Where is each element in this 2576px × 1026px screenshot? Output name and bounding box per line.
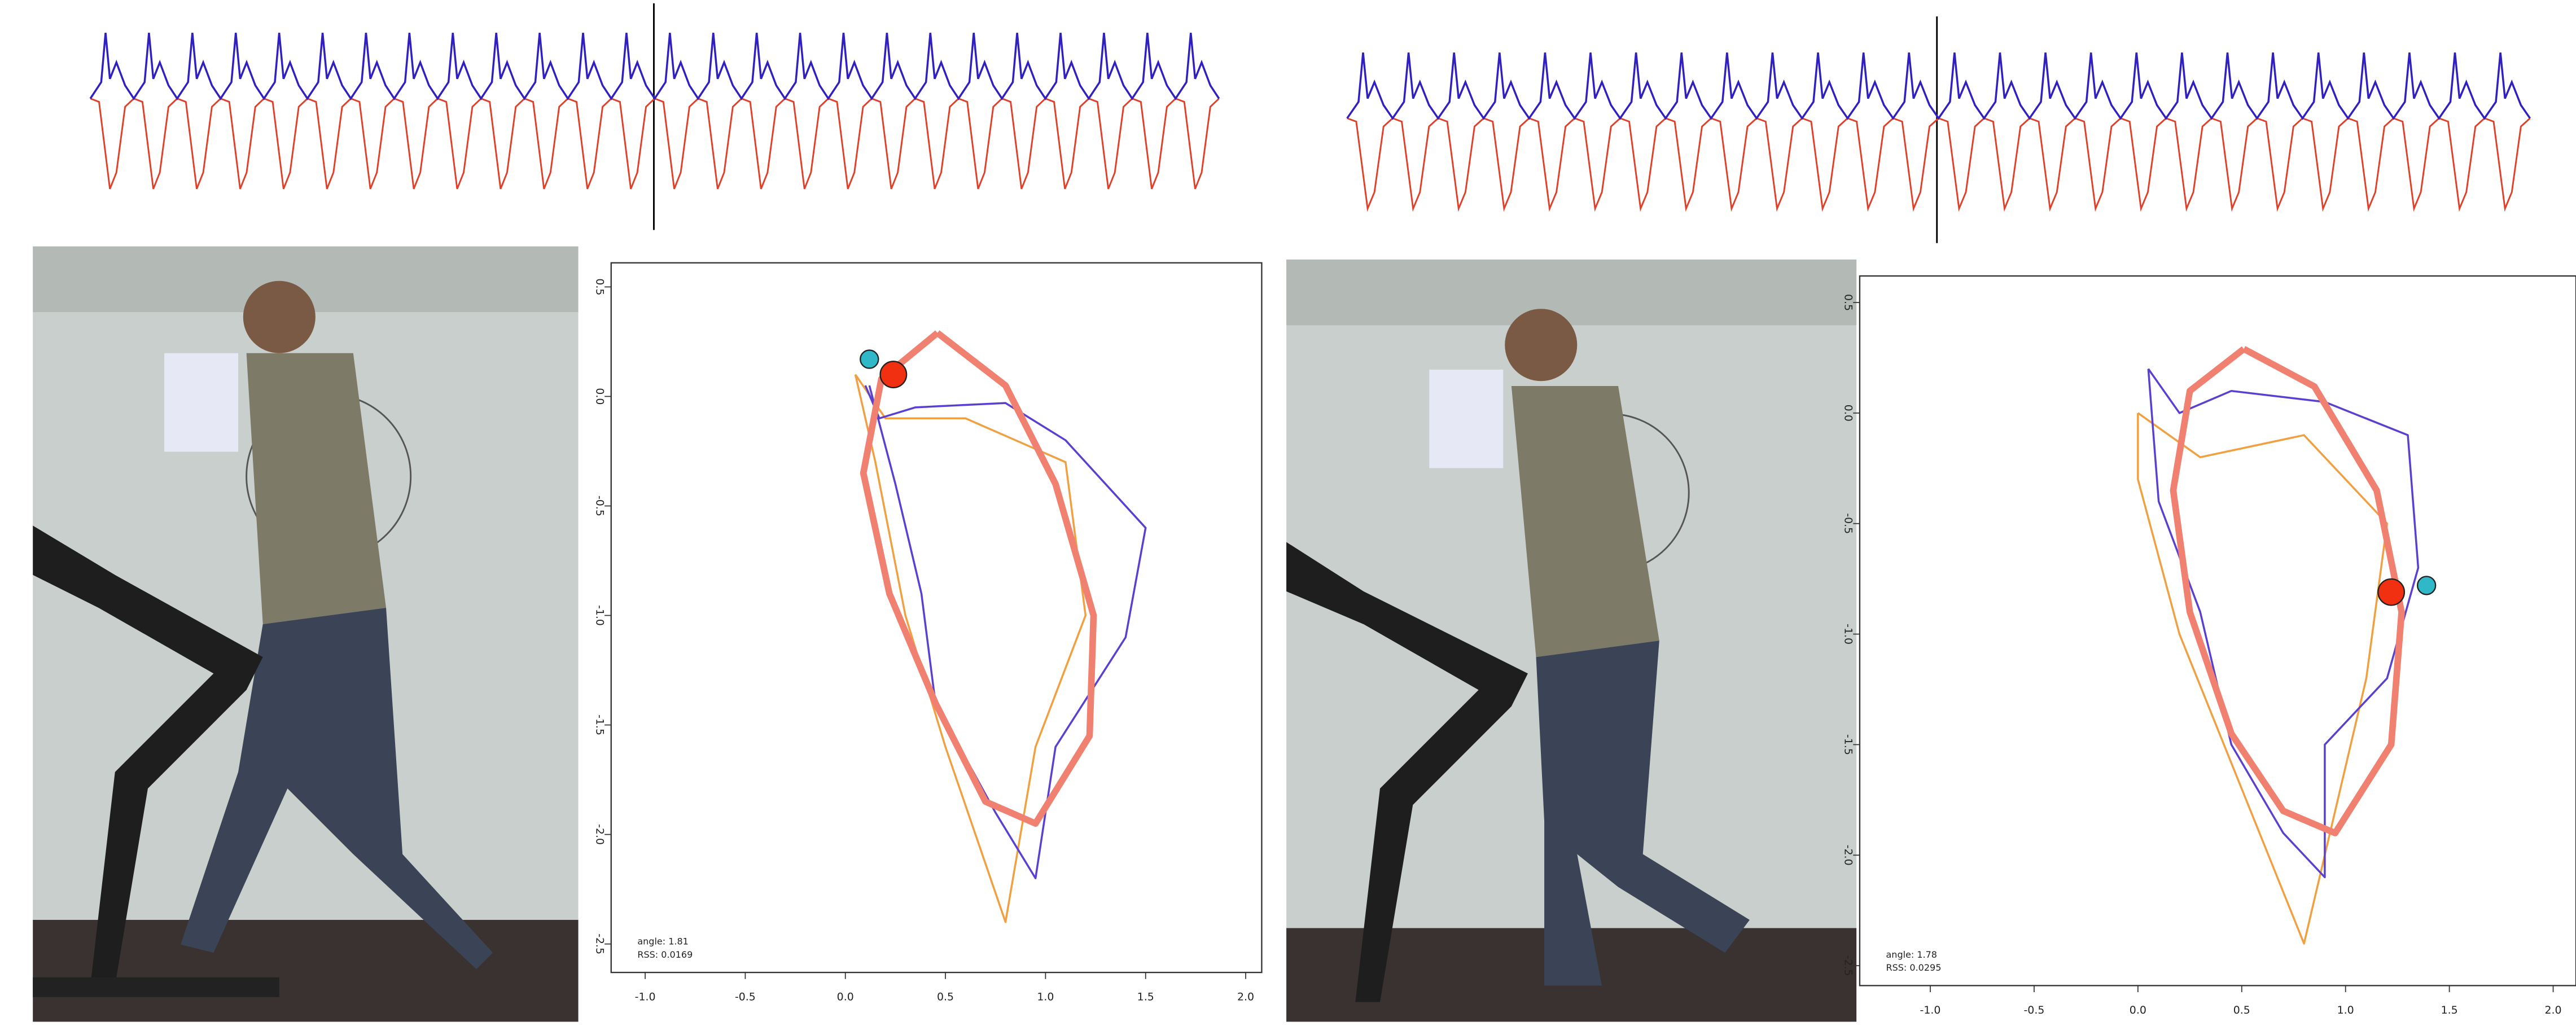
video-frame — [33, 247, 578, 1022]
y-tick-label: -1.5 — [1842, 734, 1855, 755]
y-tick-label: 0.5 — [594, 278, 606, 295]
y-tick-label: -2.5 — [594, 933, 606, 954]
y-tick-label: 0.5 — [1842, 294, 1855, 311]
x-tick-label: 2.0 — [2544, 1004, 2561, 1016]
signal-trace — [1347, 52, 2530, 118]
y-tick-label: 0.0 — [594, 388, 606, 405]
marker — [2417, 576, 2435, 594]
annotation: RSS: 0.0295 — [1886, 962, 1942, 973]
y-tick-label: -1.0 — [1842, 624, 1855, 644]
x-tick-label: -1.0 — [635, 991, 656, 1003]
y-tick-label: -0.5 — [594, 496, 606, 516]
y-tick-label: -1.0 — [594, 605, 606, 626]
x-tick-label: 1.5 — [2441, 1004, 2458, 1016]
x-tick-label: 2.0 — [1237, 991, 1254, 1003]
x-tick-label: -0.5 — [2023, 1004, 2044, 1016]
plot-frame — [611, 263, 1262, 972]
phase-plot: -1.0 -0.5 0.0 0.5 1.0 1.5 2.0 0.5 0.0 -0.5 -1.0 -1.… — [1842, 276, 2576, 1016]
x-tick-label: 1.0 — [2337, 1004, 2354, 1016]
plot-frame — [1860, 276, 2576, 985]
y-tick-label: -2.0 — [594, 824, 606, 845]
x-tick-label: 0.0 — [2130, 1004, 2146, 1016]
y-tick-label: -1.5 — [594, 714, 606, 735]
annotation: angle: 1.78 — [1886, 949, 1938, 960]
x-tick-label: 0.5 — [937, 991, 954, 1003]
x-tick-label: 0.0 — [837, 991, 854, 1003]
annotation: angle: 1.81 — [637, 936, 689, 947]
screen: -1.0 -0.5 0.0 0.5 1.0 1.5 2.0 0.5 0.0 -0.5 -1.0 -1.… — [0, 0, 2576, 1026]
y-tick-label: -0.5 — [1842, 513, 1855, 534]
signal-traces — [90, 3, 2530, 243]
x-tick-label: 1.0 — [1037, 991, 1054, 1003]
marker — [860, 350, 878, 368]
signal-trace — [1347, 119, 2530, 209]
annotation: RSS: 0.0169 — [637, 949, 693, 960]
x-tick-label: -1.0 — [1920, 1004, 1941, 1016]
x-tick-label: 1.5 — [1137, 991, 1154, 1003]
marker — [880, 361, 907, 388]
y-tick-label: -2.0 — [1842, 845, 1855, 866]
phase-plot: -1.0 -0.5 0.0 0.5 1.0 1.5 2.0 0.5 0.0 -0.5 -1.0 -1.… — [594, 263, 1262, 1003]
video-frame — [1286, 260, 1856, 1022]
marker — [2378, 579, 2404, 606]
page: {"chart_data":[ {"type":"line","xlim":[-… — [0, 0, 2576, 1026]
x-tick-label: -0.5 — [735, 991, 756, 1003]
y-tick-label: -2.5 — [1842, 955, 1855, 976]
x-tick-label: 0.5 — [2233, 1004, 2250, 1016]
y-tick-label: 0.0 — [1842, 405, 1855, 422]
